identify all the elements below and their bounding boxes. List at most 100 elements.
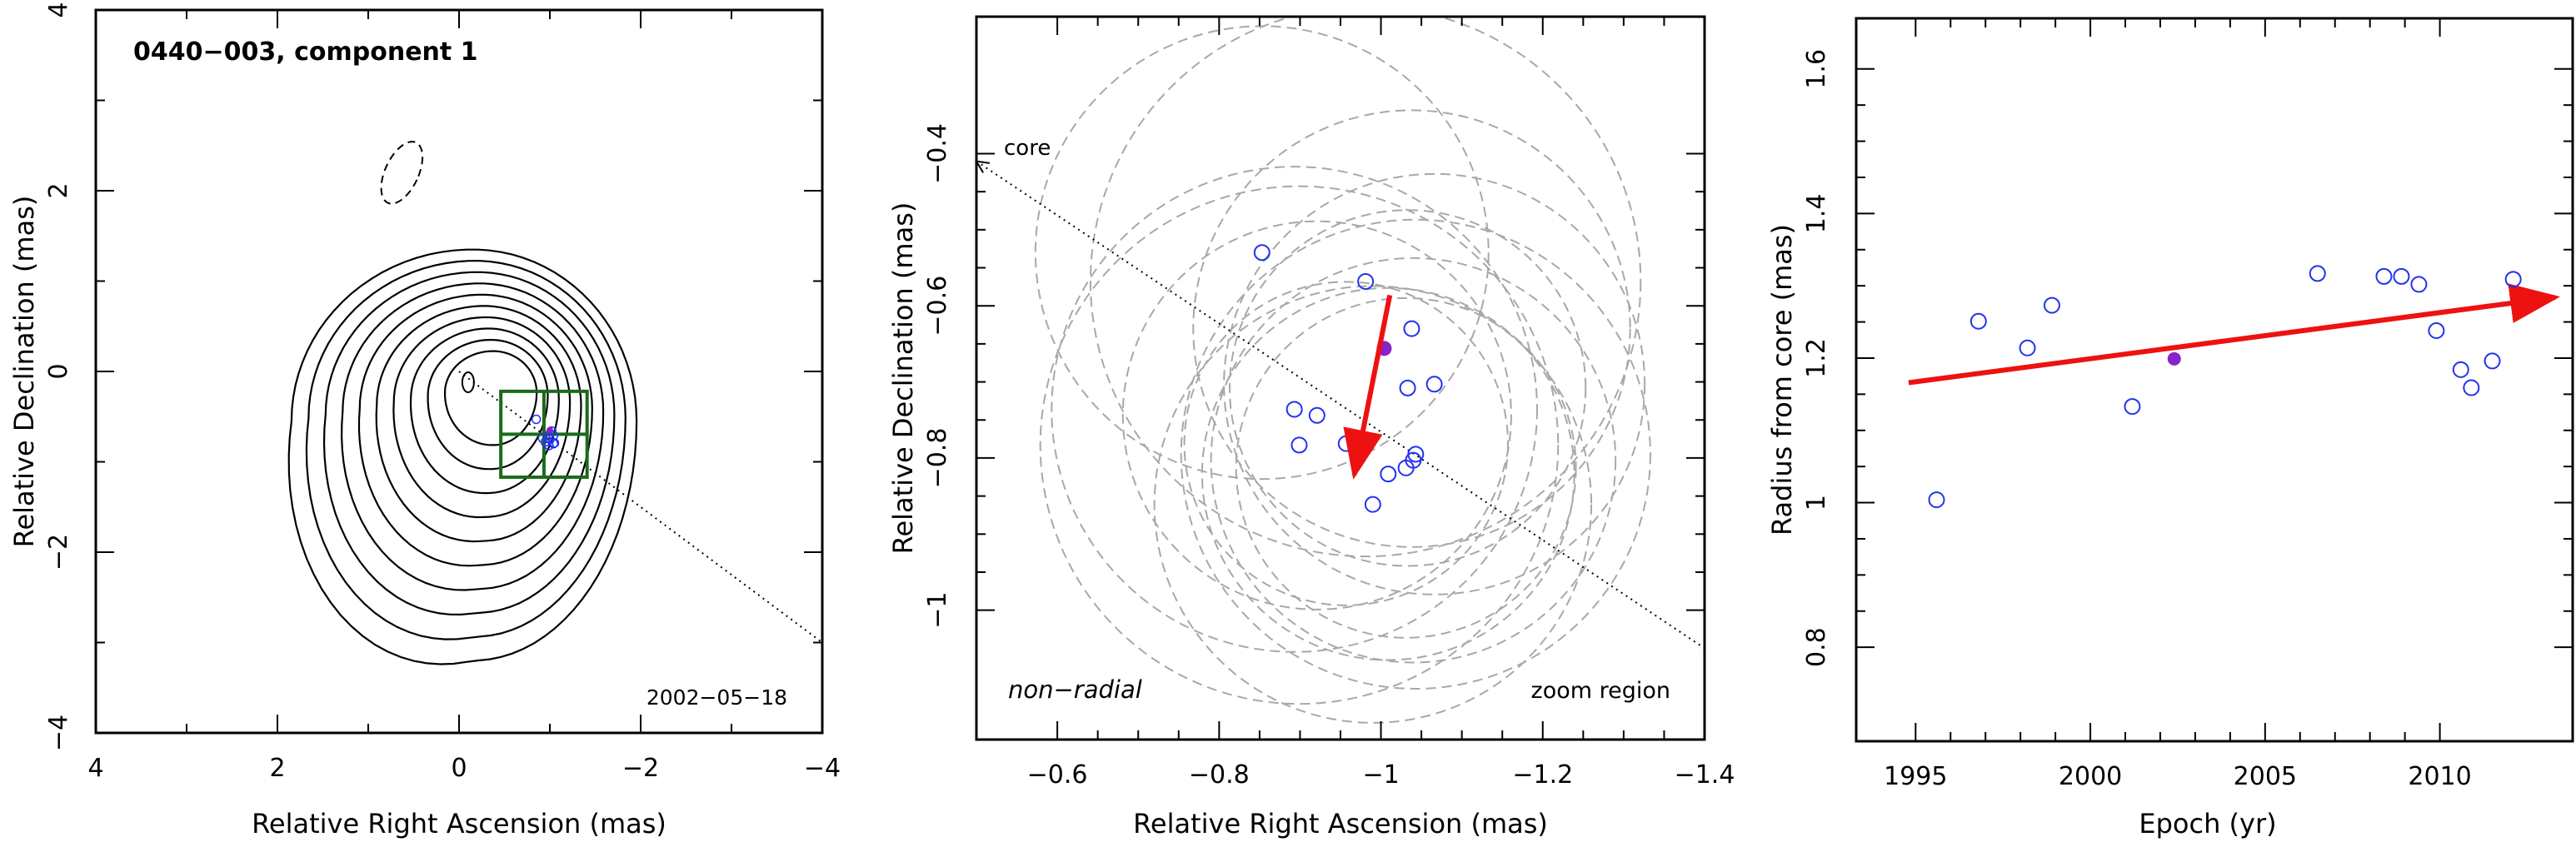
uncertainty-circle	[1153, 285, 1593, 724]
highlight-point	[2167, 351, 2181, 366]
uncertainty-circle	[1210, 257, 1617, 664]
radius-point	[2410, 276, 2428, 293]
fit-line-arrow	[1908, 283, 2560, 386]
uncertainty-circle	[1228, 209, 1587, 567]
ticks-left: 4 2 0 −2 −4 −4 −2 0 2 4	[44, 2, 841, 783]
highlight-point	[547, 426, 553, 434]
y-tick-label: −0.6	[923, 276, 952, 336]
uncertainty-circle	[1039, 185, 1560, 705]
x-tick-label: −4	[804, 754, 841, 783]
radius-point	[2463, 379, 2480, 396]
radius-point	[2124, 398, 2141, 416]
radius-point	[2043, 296, 2060, 314]
position-point	[1253, 244, 1271, 262]
x-tick-label: 2	[269, 754, 285, 783]
y-tick-label: −1	[923, 592, 952, 629]
x-tick-label: −1.2	[1512, 760, 1573, 790]
x-axis-label-left: Relative Right Ascension (mas)	[252, 808, 666, 840]
radius-point	[1969, 312, 1987, 330]
ticks-middle: −0.6 −0.8 −1 −1.2 −1.4 −1 −0.8 −0.6 −0.4	[923, 17, 1735, 790]
radius-point	[2309, 265, 2326, 282]
position-point	[1403, 320, 1420, 337]
contour-level	[444, 350, 538, 446]
y-tick-label: 0.8	[1802, 627, 1831, 667]
y-tick-label: 4	[44, 2, 73, 17]
x-tick-label: −1	[1362, 760, 1399, 790]
annotation-zoom-region: zoom region	[1531, 678, 1670, 704]
radius-point	[2393, 267, 2410, 285]
radius-points	[1928, 265, 2522, 509]
x-tick-label: 2000	[2059, 762, 2122, 791]
x-tick-label: 0	[451, 754, 467, 783]
component-point	[544, 441, 554, 451]
y-tick-label: 0	[44, 363, 73, 379]
uncertainty-circles	[1034, 17, 1651, 724]
uncertainty-circle	[1223, 172, 1646, 595]
x-tick-label: −0.8	[1189, 760, 1250, 790]
radius-point	[2019, 339, 2036, 356]
uncertainty-circle	[1051, 166, 1538, 653]
position-point	[1380, 466, 1397, 483]
y-axis-label-right: Radius from core (mas)	[1766, 224, 1798, 536]
contour-level	[357, 293, 593, 567]
contour-level	[305, 260, 627, 640]
radius-point	[1928, 491, 1945, 509]
uncertainty-circle	[1192, 109, 1631, 548]
y-tick-label: 1.2	[1802, 338, 1831, 378]
x-axis-label-middle: Relative Right Ascension (mas)	[1133, 808, 1548, 840]
annotation-non-radial: non−radial	[1008, 675, 1142, 704]
x-axis-label-right: Epoch (yr)	[2139, 808, 2276, 840]
uncertainty-circle	[1090, 17, 1642, 558]
plot-frame-right	[1855, 17, 2574, 743]
radius-point	[2484, 352, 2501, 370]
y-tick-label: −2	[44, 534, 73, 570]
position-points	[1253, 244, 1443, 513]
radius-point	[2375, 267, 2393, 285]
position-point	[1290, 436, 1308, 454]
position-point	[1286, 401, 1303, 418]
contour-level	[375, 305, 582, 543]
component-points	[531, 414, 560, 451]
uncertainty-circle	[1201, 286, 1575, 661]
x-tick-label: 4	[87, 754, 103, 783]
negative-contour-ellipse	[380, 141, 424, 205]
x-tick-label: −1.4	[1675, 760, 1735, 790]
uncertainty-circle	[1180, 218, 1651, 690]
uncertainty-circle	[1235, 296, 1577, 639]
annotation-core: core	[1004, 136, 1051, 161]
panel-title: 0440−003, component 1	[133, 37, 478, 67]
position-point	[1425, 376, 1443, 393]
radius-point	[2452, 361, 2469, 378]
uncertainty-circle	[1121, 220, 1512, 610]
position-point	[1399, 379, 1416, 396]
position-point	[1337, 435, 1355, 452]
y-tick-label: 1.6	[1802, 49, 1831, 89]
plot-frame-middle	[975, 15, 1706, 741]
contour-level	[322, 271, 616, 616]
y-tick-label: −0.8	[923, 428, 952, 489]
position-point	[1308, 406, 1325, 424]
contour-level	[409, 327, 560, 495]
motion-vector-arrow	[1343, 294, 1393, 480]
y-tick-label: −0.4	[923, 123, 952, 184]
uncertainty-circle	[1183, 281, 1510, 606]
ticks-right: 1995 2000 2005 2010 0.8 1 1.2 1.4 1.6	[1802, 18, 2573, 791]
position-point	[1364, 496, 1381, 513]
x-tick-label: 2010	[2408, 762, 2471, 791]
position-point	[1357, 272, 1375, 290]
contour-level	[287, 248, 638, 665]
core-direction-line	[976, 160, 1705, 650]
panel-right: 1995 2000 2005 2010 0.8 1 1.2 1.4 1.6 Epoch (yr)…	[1766, 17, 2574, 840]
date-label: 2002−05−18	[646, 685, 787, 710]
contour-level	[340, 282, 605, 591]
panel-left: 4 2 0 −2 −4 −4 −2 0 2 4 0440−003, component 1 200…	[8, 2, 841, 840]
y-axis-label-middle: Relative Declination (mas)	[887, 202, 919, 555]
x-tick-label: 1995	[1884, 762, 1947, 791]
contour-level	[392, 316, 572, 519]
x-tick-label: −0.6	[1027, 760, 1088, 790]
contour-group	[287, 248, 638, 665]
contour-level	[427, 339, 549, 471]
radius-point	[2504, 271, 2522, 288]
y-tick-label: 1	[1802, 495, 1831, 511]
